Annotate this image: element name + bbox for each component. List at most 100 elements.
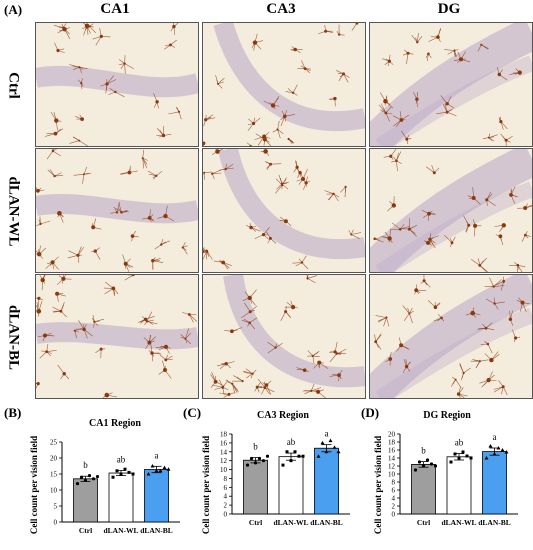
y-tick-label: 20 (50, 455, 58, 463)
y-tick-label: 6 (224, 484, 228, 492)
data-point (146, 472, 151, 476)
data-point (245, 463, 250, 467)
y-tick-label: 0 (392, 511, 396, 519)
micrograph-dlan-wl-dg (369, 148, 533, 273)
chart-title-ca1: CA1 Region (89, 418, 141, 429)
data-point (469, 456, 473, 460)
data-point (336, 449, 341, 454)
significance-letter: ab (287, 437, 296, 447)
panel-label-c: (C) (183, 405, 202, 420)
bar-ca1-dlan-wl (108, 472, 134, 523)
data-point (465, 454, 469, 458)
y-tick-label: 12 (388, 463, 396, 471)
row-header-dlan-wl: dLAN-WL (5, 176, 22, 247)
panel-label-d: (D) (361, 405, 380, 420)
data-point (91, 477, 96, 481)
data-point (158, 468, 163, 473)
significance-letter: a (493, 432, 497, 442)
data-point (150, 464, 155, 468)
panel-label-b: (B) (4, 405, 22, 420)
chart-title-dg: DG Region (423, 410, 471, 421)
bar-ca3-dlan-bl (314, 447, 339, 515)
bar-chart-ca1: 0 5 10 15 20 25 b Ctrl ab dLAN-WL a dLAN-BL (50, 439, 180, 535)
data-point (328, 438, 333, 443)
bar-dg-dlan-wl (446, 456, 472, 515)
x-tick-label: dLAN-WL (441, 518, 476, 527)
data-point (162, 465, 167, 470)
y-tick-label: 8 (392, 479, 396, 487)
data-point (166, 467, 171, 471)
micrograph-dlan-bl-ca1 (35, 274, 199, 399)
data-point (281, 463, 285, 467)
bar-ca1-dlan-bl (144, 469, 169, 523)
y-tick-label: 10 (388, 471, 396, 479)
bar-ca1-ctrl (73, 478, 98, 523)
column-header-ca3: CA3 (266, 1, 296, 17)
y-tick-label: 6 (392, 487, 396, 495)
x-tick-label: Ctrl (249, 518, 262, 527)
data-point (316, 454, 321, 458)
y-tick-label: 14 (388, 455, 396, 463)
data-point (265, 454, 270, 458)
micrograph-dlan-bl-dg (369, 274, 533, 399)
y-tick-label: 16 (388, 447, 396, 455)
data-point (433, 464, 438, 468)
bar-ca3-ctrl (243, 459, 268, 515)
micrograph-dlan-wl-ca1 (35, 148, 199, 273)
data-point (261, 459, 266, 463)
data-point (500, 448, 505, 452)
y-tick-label: 20 (388, 431, 396, 439)
y-tick-label: 5 (54, 503, 58, 511)
y-tick-label: 0 (54, 519, 58, 527)
significance-letter: b (83, 460, 88, 470)
data-point (484, 456, 489, 460)
column-header-dg: DG (437, 1, 461, 17)
data-point (95, 474, 100, 479)
data-point (111, 475, 115, 479)
data-point (127, 470, 131, 474)
data-point (289, 459, 293, 463)
y-tick-label: 2 (392, 503, 396, 511)
significance-letter: a (325, 429, 329, 439)
data-point (425, 458, 430, 462)
y-tick-label: 12 (220, 457, 228, 465)
bar-dg-ctrl (411, 464, 436, 515)
x-tick-label: Ctrl (417, 518, 430, 527)
micrograph-ctrl-dg (369, 22, 533, 147)
data-point (461, 450, 465, 454)
significance-letter: b (421, 446, 426, 456)
y-tick-label: 16 (220, 439, 228, 447)
y-tick-label: 10 (50, 487, 58, 495)
data-point (87, 474, 92, 478)
significance-letter: ab (117, 454, 126, 464)
data-point (293, 450, 297, 454)
y-tick-label: 2 (224, 502, 228, 510)
data-point (320, 440, 325, 445)
y-tick-label: 18 (388, 439, 396, 447)
data-point (301, 454, 305, 458)
chart-title-ca3: CA3 Region (257, 410, 309, 421)
data-point (285, 450, 289, 454)
y-tick-label: 8 (224, 475, 228, 483)
data-point (332, 445, 337, 449)
y-tick-label: 14 (220, 448, 228, 456)
data-point (504, 450, 509, 454)
data-point (75, 482, 80, 486)
data-point (123, 467, 127, 471)
y-tick-label: 18 (220, 431, 228, 439)
column-header-ca1: CA1 (100, 1, 130, 17)
x-tick-label: dLAN-BL (140, 526, 173, 535)
micrograph-dlan-wl-ca3 (202, 148, 366, 273)
y-tick-label: 25 (50, 439, 58, 447)
data-point (488, 444, 493, 448)
row-header-ctrl: Ctrl (5, 72, 22, 99)
y-axis-label-ca1: Cell count per vision field (29, 435, 39, 535)
x-tick-label: dLAN-WL (103, 526, 138, 535)
row-header-dlan-bl: dLAN-BL (5, 304, 22, 371)
data-point (417, 460, 422, 464)
y-tick-label: 0 (224, 511, 228, 519)
data-point (413, 468, 418, 472)
micrograph-ctrl-ca3 (202, 22, 366, 147)
